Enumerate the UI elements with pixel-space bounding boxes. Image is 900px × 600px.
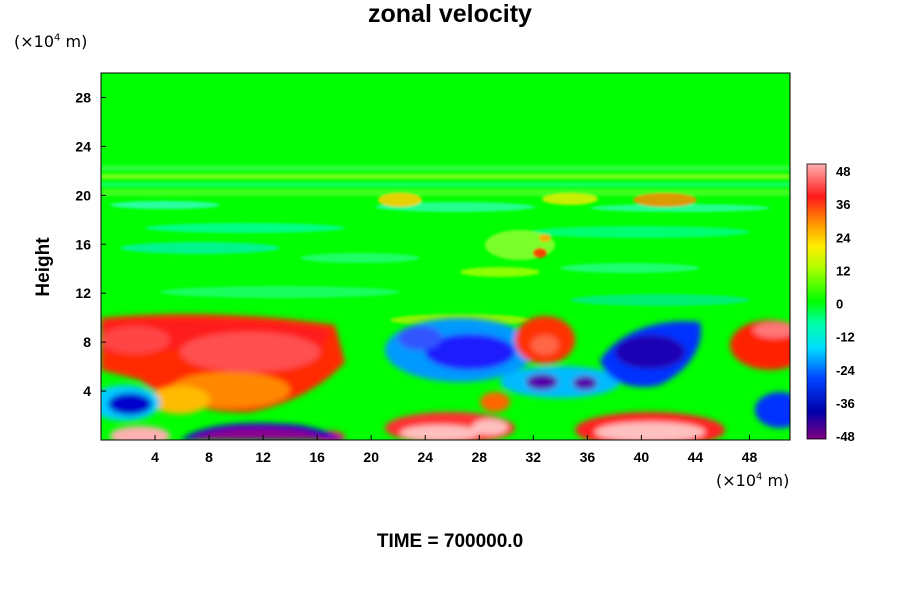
colorbar-tick-label: 24: [836, 230, 851, 245]
x-tick-label: 48: [742, 449, 758, 465]
colorbar-tick-label: 12: [836, 263, 850, 278]
chart-title: zonal velocity: [368, 0, 532, 28]
x-tick-label: 36: [580, 449, 596, 465]
x-tick-label: 16: [309, 449, 325, 465]
y-axis-ticks: 4 8 12 16 20 24 28: [75, 89, 106, 399]
colorbar-tick-label: -12: [836, 330, 855, 345]
colorbar-tick-label: -36: [836, 396, 855, 411]
x-tick-label: 28: [471, 449, 487, 465]
y-axis-unit: (×104 m): [14, 32, 88, 51]
colorbar-tick-label: -24: [836, 363, 856, 378]
colorbar-tick-label: 48: [836, 164, 850, 179]
colorbar-tick-label: 36: [836, 197, 850, 212]
plot-frame: [100, 72, 791, 441]
upper-bands: [101, 165, 790, 326]
x-tick-label: 44: [688, 449, 704, 465]
x-tick-label: 8: [205, 449, 213, 465]
colorbar: [806, 163, 827, 440]
velocity-field: [101, 73, 790, 440]
y-tick-label: 8: [83, 334, 91, 350]
x-axis-unit: (×104 m): [716, 471, 790, 490]
y-tick-label: 20: [75, 187, 91, 203]
x-tick-label: 4: [151, 449, 159, 465]
x-tick-label: 12: [255, 449, 271, 465]
y-tick-label: 4: [83, 383, 91, 399]
lower-structures: [101, 314, 790, 440]
x-tick-label: 40: [634, 449, 650, 465]
colorbar-ticks: 48 36 24 12 0 -12 -24 -36 -48: [836, 164, 856, 444]
x-tick-label: 24: [417, 449, 433, 465]
y-tick-label: 24: [75, 138, 91, 154]
y-tick-label: 16: [75, 236, 91, 252]
colorbar-tick-label: -48: [836, 429, 855, 444]
y-tick-label: 28: [75, 89, 91, 105]
colorbar-tick-label: 0: [836, 297, 843, 312]
x-tick-label: 20: [363, 449, 379, 465]
x-tick-label: 32: [526, 449, 542, 465]
x-axis-ticks: 4 8 12 16 20 24 28 32 36 40 44 48: [151, 435, 757, 465]
time-label: TIME = 700000.0: [376, 531, 524, 552]
y-tick-label: 12: [75, 285, 91, 301]
